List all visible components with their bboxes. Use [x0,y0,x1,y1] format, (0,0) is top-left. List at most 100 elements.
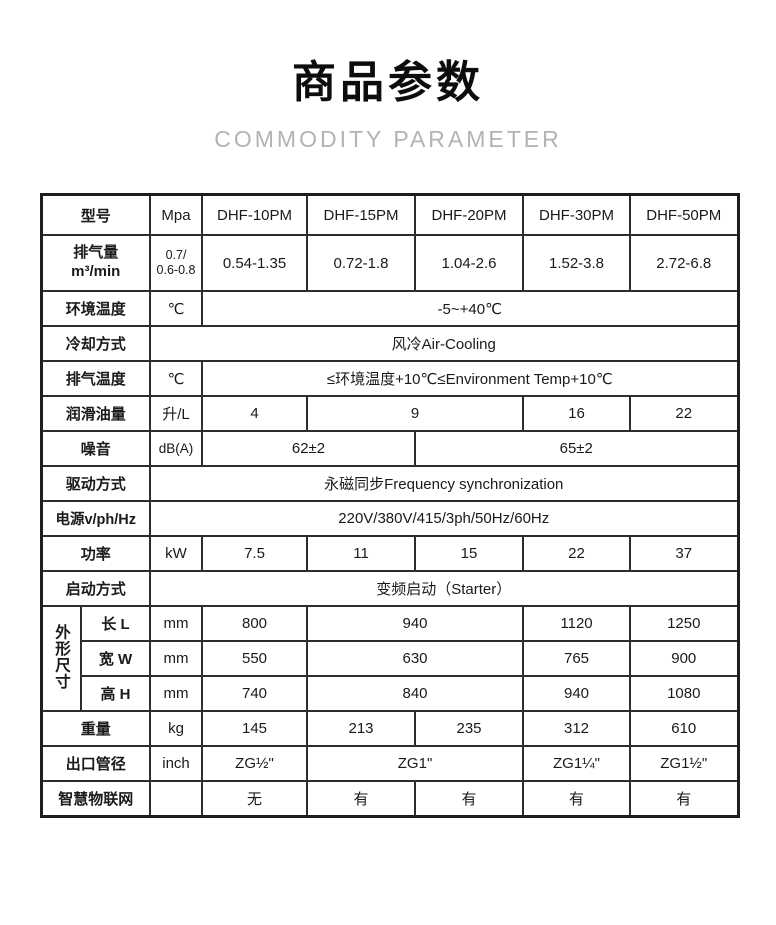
table-row-dim-width: 宽 W mm 550 630 765 900 [41,640,740,677]
ambient-value: -5~+40℃ [201,290,740,327]
start-value: 变频启动（Starter） [149,570,740,607]
page-title: 商品参数 [292,58,484,107]
dims-group-text: 外形尺寸 [53,623,70,690]
row-label-ambient-temp: 环境温度 [39,290,152,327]
table-row-weight: 重量 kg 145 213 235 312 610 [39,710,740,747]
dim-height-value-1: 740 [201,675,309,712]
iot-value-1: 无 [201,780,309,818]
header-unit: Mpa [149,193,204,236]
table-row-noise: 噪音 dB(A) 62±2 65±2 [39,430,740,467]
header-model-2: DHF-15PM [306,193,417,236]
dim-length-label: 长 L [79,605,152,642]
row-label-power-supply: 电源v/ph/Hz [39,500,152,537]
dim-length-unit: mm [149,605,204,642]
oil-value-2: 9 [306,395,525,432]
iot-value-3: 有 [414,780,525,818]
iot-value-4: 有 [522,780,632,818]
exhaust-unit-line1: 0.7/ [165,248,187,262]
table-row-dim-height: 高 H mm 740 840 940 1080 [41,675,740,712]
weight-value-1: 145 [201,710,309,747]
row-label-cooling: 冷却方式 [39,325,152,362]
power-supply-value: 220V/380V/415/3ph/50Hz/60Hz [149,500,740,537]
table-row-power: 功率 kW 7.5 11 15 22 37 [39,535,740,572]
row-label-noise: 噪音 [39,430,152,467]
dim-width-value-3: 765 [522,640,632,677]
dim-width-label: 宽 W [79,640,152,677]
row-label-exhaust-volume: 排气量 m³/min [39,234,152,292]
header-model-5: DHF-50PM [629,193,740,236]
dim-width-value-2: 630 [306,640,525,677]
exhaust-label-line2: m³/min [71,263,121,280]
dim-height-label: 高 H [79,675,152,712]
dim-height-value-4: 1080 [629,675,740,712]
exhaust-value-3: 1.04-2.6 [414,234,525,292]
power-value-3: 15 [414,535,525,572]
weight-value-2: 213 [306,710,417,747]
outlet-value-1: ZG½" [201,745,309,782]
iot-value-5: 有 [629,780,740,818]
exhaust-unit: 0.7/ 0.6-0.8 [149,234,204,292]
exhaust-value-2: 0.72-1.8 [306,234,417,292]
header-model-4: DHF-30PM [522,193,632,236]
dim-length-value-2: 940 [306,605,525,642]
weight-value-4: 312 [522,710,632,747]
iot-unit [149,780,204,818]
exhaust-value-1: 0.54-1.35 [201,234,309,292]
table-row-ambient-temp: 环境温度 ℃ -5~+40℃ [39,290,740,327]
table-row-power-supply: 电源v/ph/Hz 220V/380V/415/3ph/50Hz/60Hz [39,500,740,537]
exhaust-label-line1: 排气量 [73,244,119,262]
exhaust-unit-line2: 0.6-0.8 [156,263,196,277]
table-row-iot: 智慧物联网 无 有 有 有 有 [39,780,740,818]
power-value-1: 7.5 [201,535,309,572]
row-label-power: 功率 [39,535,152,572]
row-label-oil: 润滑油量 [39,395,152,432]
table-row-exhaust-temp: 排气温度 ℃ ≤环境温度+10℃≤Environment Temp+10℃ [39,360,740,397]
oil-value-4: 22 [629,395,740,432]
weight-unit: kg [149,710,204,747]
power-unit: kW [149,535,204,572]
exhaust-temp-value: ≤环境温度+10℃≤Environment Temp+10℃ [201,360,740,397]
outlet-value-4: ZG1½" [629,745,740,782]
noise-unit: dB(A) [149,430,204,467]
dim-height-unit: mm [149,675,204,712]
row-label-drive: 驱动方式 [39,465,152,502]
row-label-weight: 重量 [39,710,152,747]
page-subtitle: COMMODITY PARAMETER [214,126,562,152]
oil-unit: 升/L [149,395,204,432]
oil-value-1: 4 [201,395,309,432]
dims-group-label: 外形尺寸 [40,605,82,712]
power-value-2: 11 [306,535,417,572]
header-model-3: DHF-20PM [414,193,525,236]
dim-length-value-3: 1120 [522,605,632,642]
table-row-oil: 润滑油量 升/L 4 9 16 22 [39,395,740,432]
dim-height-value-3: 940 [522,675,632,712]
spec-table: 型号 Mpa DHF-10PM DHF-15PM DHF-20PM DHF-30… [39,193,740,818]
exhaust-value-5: 2.72-6.8 [629,234,740,292]
table-row-dim-length: 外形尺寸 长 L mm 800 940 1120 1250 [40,605,740,712]
weight-value-3: 235 [414,710,525,747]
header-model-label: 型号 [39,193,152,236]
dim-width-value-1: 550 [201,640,309,677]
iot-value-2: 有 [306,780,417,818]
dim-length-value-4: 1250 [629,605,740,642]
dim-height-value-2: 840 [306,675,525,712]
exhaust-temp-unit: ℃ [149,360,204,397]
header-model-1: DHF-10PM [201,193,309,236]
outlet-unit: inch [149,745,204,782]
dim-width-value-4: 900 [629,640,740,677]
row-label-outlet: 出口管径 [39,745,152,782]
cooling-value: 风冷Air-Cooling [149,325,740,362]
noise-value-1: 62±2 [201,430,417,467]
weight-value-5: 610 [629,710,740,747]
row-label-exhaust-temp: 排气温度 [39,360,152,397]
dim-width-unit: mm [149,640,204,677]
dim-length-value-1: 800 [201,605,309,642]
exhaust-value-4: 1.52-3.8 [522,234,632,292]
row-label-start: 启动方式 [39,570,152,607]
table-row-drive: 驱动方式 永磁同步Frequency synchronization [39,465,740,502]
table-row-outlet: 出口管径 inch ZG½" ZG1" ZG1¼" ZG1½" [39,745,740,782]
table-row-exhaust-volume: 排气量 m³/min 0.7/ 0.6-0.8 0.54-1.35 0.72-1… [39,234,740,292]
power-value-5: 37 [629,535,740,572]
table-row-cooling: 冷却方式 风冷Air-Cooling [39,325,740,362]
